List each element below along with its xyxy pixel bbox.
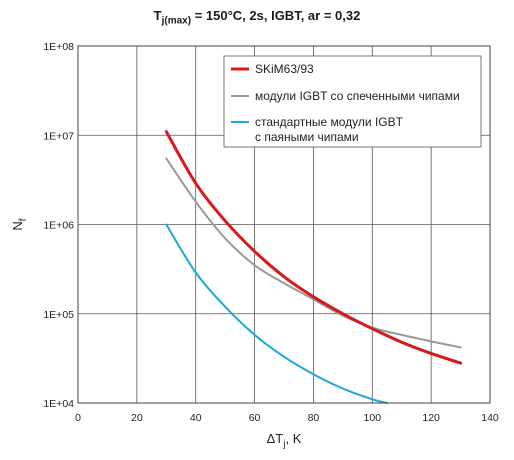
series-line-1 [164, 130, 463, 365]
y-tick-label: 1E+05 [43, 309, 74, 321]
x-axis-label-main: ΔT [267, 431, 284, 446]
x-tick-label: 0 [75, 412, 81, 424]
legend: SKiM63/93 модули IGBT со спеченными чипам… [223, 55, 482, 148]
x-tick-label: 40 [190, 412, 202, 424]
chart-title-suffix: = 150°C, 2s, IGBT, ar = 0,32 [191, 8, 361, 23]
x-tick-label: 120 [422, 412, 440, 424]
y-axis-label: Nf [10, 218, 29, 230]
series-lines [164, 130, 463, 404]
y-tick-label: 1E+07 [43, 130, 74, 142]
chart-title-subscript: j(max) [161, 15, 192, 27]
x-axis-label-rest: , K [285, 431, 301, 446]
x-axis-label-sub: j [282, 439, 285, 450]
series-line-2 [165, 157, 462, 349]
tick-labels: 0 20 40 60 80 100 120 140 1E+04 1E+05 1E+06 1E+07 1E… [43, 41, 499, 424]
legend-label-1: SKiM63/93 [255, 62, 314, 76]
chart-title: Tj(max) = 150°C, 2s, IGBT, ar = 0,32 [0, 8, 514, 27]
x-tick-label: 80 [308, 412, 320, 424]
series-line-3 [165, 223, 388, 404]
chart-title-prefix: T [153, 8, 162, 23]
y-axis-label-main: N [10, 221, 25, 230]
legend-label-3: стандартные модули IGBT с паяными чипами [255, 115, 404, 144]
plot-frame [77, 45, 491, 404]
legend-box [223, 55, 482, 148]
legend-label-2: модули IGBT со спеченными чипами [255, 89, 460, 103]
y-tick-label: 1E+06 [43, 220, 74, 232]
y-axis-label-sub: f [18, 218, 29, 221]
x-tick-label: 140 [481, 412, 499, 424]
x-axis-label: ΔTj, K [267, 431, 302, 450]
y-tick-label: 1E+04 [43, 398, 74, 410]
x-tick-label: 100 [364, 412, 382, 424]
y-tick-label: 1E+08 [43, 41, 74, 53]
x-tick-label: 60 [249, 412, 261, 424]
x-tick-label: 20 [131, 412, 143, 424]
